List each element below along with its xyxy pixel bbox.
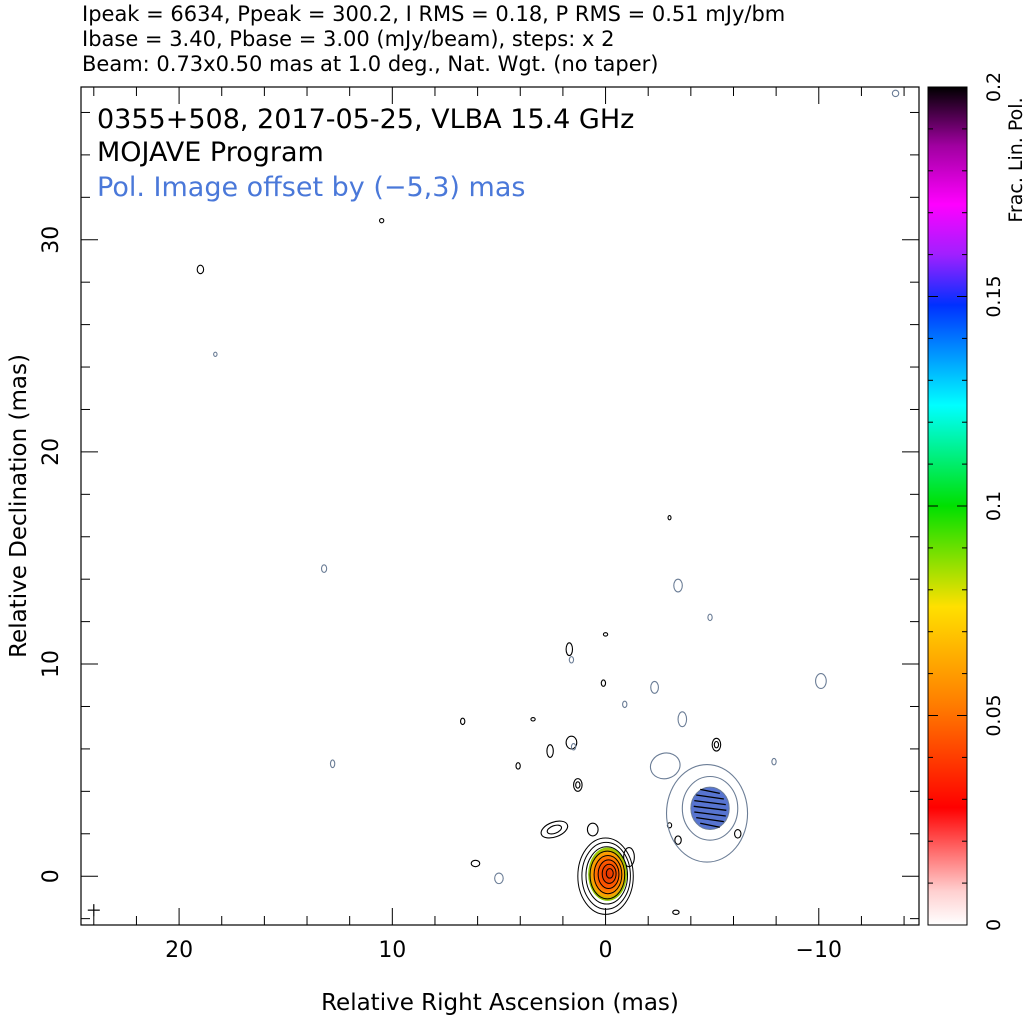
header-line-2: Ibase = 3.40, Pbase = 3.00 (mJy/beam), s…	[82, 27, 615, 51]
core-contour	[585, 846, 629, 905]
pol-contour	[650, 680, 659, 694]
pol-contour	[622, 700, 628, 709]
colorbar-tick-label: 0	[983, 919, 1005, 931]
extended-emission	[540, 752, 681, 868]
plot-frame	[80, 86, 920, 926]
colorbar-tick-label: 0.2	[983, 72, 1005, 102]
pol-contour	[568, 656, 575, 664]
x-tick-label: 20	[165, 938, 193, 963]
y-tick-label: 10	[39, 650, 64, 678]
pol-contour	[570, 743, 577, 751]
core-contour	[581, 841, 631, 910]
x-tick-label: 0	[599, 938, 613, 963]
plot-area	[87, 89, 900, 917]
contour	[470, 859, 481, 868]
y-tick-label: 30	[39, 226, 64, 254]
chart-subtitle: MOJAVE Program	[97, 137, 324, 168]
contour	[674, 835, 682, 845]
pol-contour	[320, 564, 328, 573]
core-component	[87, 837, 634, 917]
colorbar-tick-label: 0.05	[983, 694, 1005, 736]
contour	[530, 716, 536, 722]
contour	[378, 217, 385, 224]
evpa-vector	[694, 800, 726, 806]
header-line-1: Ipeak = 6634, Ppeak = 300.2, I RMS = 0.1…	[82, 2, 786, 26]
contour	[196, 264, 205, 275]
contour	[515, 762, 521, 770]
contour-features	[196, 89, 900, 915]
pol-contour	[673, 578, 683, 593]
contour-blob	[586, 822, 599, 837]
evpa-vector	[696, 794, 724, 800]
evpa-vector	[694, 811, 726, 817]
contour	[711, 737, 722, 752]
contour	[460, 717, 466, 726]
y-axis-label: Relative Declination (mas)	[6, 354, 32, 658]
pol-outer-contour	[665, 763, 749, 863]
contour-blob-inner	[546, 824, 563, 835]
y-tick-label: 20	[39, 438, 64, 466]
x-ticks: 20 10 0 −10	[93, 87, 905, 963]
pol-contour	[771, 757, 777, 766]
core-contour	[601, 863, 617, 884]
evpa-vector	[693, 805, 727, 811]
pol-contour	[677, 711, 688, 728]
header-line-3: Beam: 0.73x0.50 mas at 1.0 deg., Nat. Wg…	[82, 52, 659, 76]
y-tick-label: 0	[39, 869, 64, 883]
colorbar-tick-label: 0.15	[983, 275, 1005, 317]
contour	[667, 514, 672, 521]
x-axis-label: Relative Right Ascension (mas)	[321, 990, 679, 1016]
pol-contour	[891, 89, 900, 98]
x-tick-label: −10	[796, 938, 842, 963]
core-contour	[589, 850, 626, 900]
contour	[602, 632, 609, 637]
pol-contour	[213, 351, 218, 357]
contour	[565, 642, 574, 657]
core-contour	[597, 859, 620, 890]
pol-contour	[707, 613, 713, 622]
colorbar-ticks: 0 0.05 0.1 0.15 0.2	[928, 72, 1005, 931]
colorbar-label: Frac. Lin. Pol.	[1005, 97, 1027, 222]
contour	[575, 781, 581, 789]
contour	[573, 778, 583, 792]
x-tick-label: 10	[378, 938, 406, 963]
polarized-component	[665, 763, 749, 863]
pol-contour-blob	[649, 752, 681, 780]
contour	[600, 679, 607, 687]
contour	[713, 740, 720, 749]
contour	[734, 828, 742, 839]
pol-contour	[494, 872, 504, 885]
evpa-vector	[696, 816, 724, 823]
core-contour	[605, 868, 614, 879]
core-contour	[593, 855, 623, 895]
y-ticks: 0 10 20 30	[39, 111, 919, 920]
core-contour	[577, 837, 634, 915]
contour-blob	[623, 847, 635, 868]
contour-blob	[540, 820, 569, 839]
colorbar-tick-label: 0.1	[983, 491, 1005, 521]
evpa-vector	[700, 822, 720, 828]
pol-contour	[329, 759, 336, 769]
pol-contour	[815, 673, 827, 690]
chart-title: 0355+508, 2017-05-25, VLBA 15.4 GHz	[97, 104, 634, 135]
contour	[672, 909, 680, 915]
pol-contour	[681, 775, 739, 841]
pol-offset-annotation: Pol. Image offset by (−5,3) mas	[97, 172, 525, 203]
evpa-vector	[700, 788, 720, 794]
contour	[546, 744, 554, 758]
